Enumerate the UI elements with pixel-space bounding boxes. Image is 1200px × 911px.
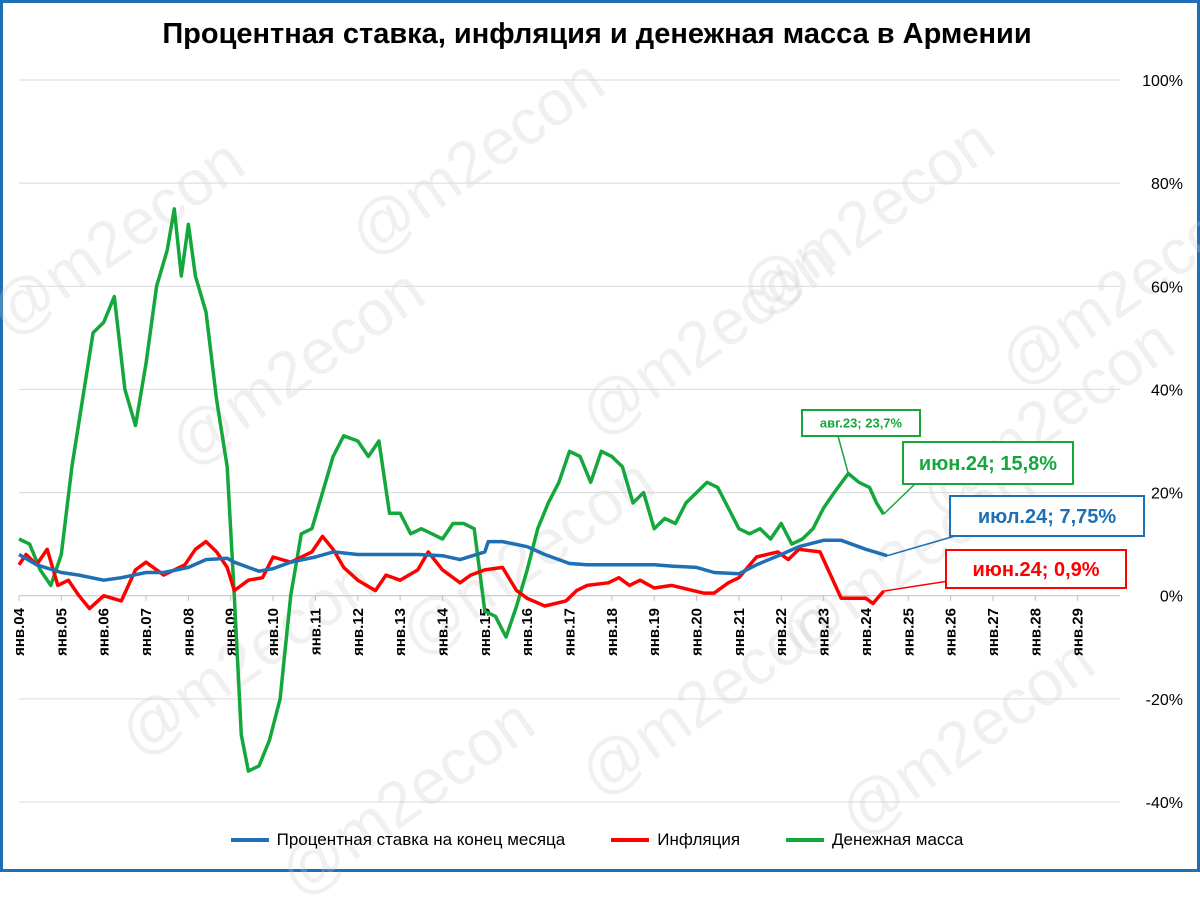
legend-swatch-rate	[230, 838, 269, 842]
y-tick-label: -40%	[1146, 795, 1183, 812]
x-tick-label: янв.25	[900, 608, 917, 656]
x-tick-label: янв.23	[816, 608, 833, 656]
x-tick-label: янв.12	[350, 608, 367, 656]
x-tick-label: янв.05	[53, 608, 70, 656]
x-tick-label: янв.26	[943, 608, 960, 656]
legend-label-money: Денежная масса	[832, 830, 964, 849]
legend-item-money: Денежная масса	[786, 830, 963, 850]
y-tick-label: 60%	[1151, 279, 1183, 296]
x-tick-label: янв.11	[307, 608, 324, 655]
y-tick-label: 40%	[1151, 382, 1183, 399]
callout-money-last-label: июн.24; 15,8%	[919, 453, 1057, 475]
x-tick-label: янв.16	[519, 608, 536, 656]
callout-money-last-box	[902, 441, 1074, 485]
x-tick-label: янв.22	[773, 608, 790, 656]
x-tick-label: янв.14	[434, 607, 451, 656]
legend-item-rate: Процентная ставка на конец месяца	[230, 830, 566, 850]
x-tick-label: янв.06	[96, 608, 113, 656]
series-rate-line	[18, 538, 888, 582]
x-tick-label: янв.18	[604, 608, 621, 656]
y-tick-label: 100%	[1142, 73, 1183, 90]
callout-inflation-last-leader	[883, 579, 956, 592]
x-tick-label: янв.13	[392, 608, 409, 656]
callout-money-peak-leader	[837, 435, 850, 474]
x-tick-label: янв.21	[731, 608, 748, 656]
x-tick-label: янв.17	[562, 608, 579, 656]
line-chart: 100% 80% 60% 40% 20% 0% -20% -40% янв.04 янв.05 ян…	[11, 73, 1183, 812]
y-tick-label: 0%	[1160, 589, 1183, 606]
x-tick-label: янв.10	[265, 608, 282, 656]
callout-money-last-leader	[883, 483, 916, 515]
legend-label-inflation: Инфляция	[657, 830, 741, 849]
y-tick-label: 20%	[1151, 486, 1183, 503]
legend: Процентная ставка на конец месяца Инфляц…	[0, 830, 1194, 850]
callout-rate-last-leader	[886, 535, 956, 557]
x-tick-label: янв.27	[985, 608, 1002, 656]
x-tick-label: янв.08	[180, 608, 197, 656]
x-tick-label: янв.15	[477, 608, 494, 656]
chart-frame	[0, 0, 1200, 872]
callout-rate-last-label: июл.24; 7,75%	[978, 506, 1117, 528]
callout-rate-last-box	[949, 495, 1145, 537]
y-tick-label: 80%	[1151, 176, 1183, 193]
y-tick-label: -20%	[1146, 692, 1183, 709]
legend-item-inflation: Инфляция	[611, 830, 740, 850]
x-tick-label: янв.28	[1027, 608, 1044, 656]
x-tick-label: янв.29	[1070, 608, 1087, 656]
x-tick-label: янв.20	[689, 608, 706, 656]
x-tick-label: янв.07	[138, 608, 155, 656]
callout-inflation-last-label: июн.24; 0,9%	[972, 559, 1099, 581]
x-tick-label: янв.19	[646, 608, 663, 656]
legend-swatch-money	[786, 838, 825, 842]
callout-inflation-last-box	[945, 549, 1127, 589]
series-money-line	[18, 207, 886, 773]
legend-swatch-inflation	[611, 838, 650, 842]
x-tick-label: янв.04	[11, 607, 28, 656]
chart-title: Процентная ставка, инфляция и денежная м…	[162, 18, 1032, 50]
legend-label-rate: Процентная ставка на конец месяца	[276, 830, 566, 849]
x-tick-label: янв.24	[858, 607, 875, 656]
callout-money-peak-box	[801, 409, 921, 437]
callout-money-peak-label: авг.23; 23,7%	[820, 416, 903, 431]
